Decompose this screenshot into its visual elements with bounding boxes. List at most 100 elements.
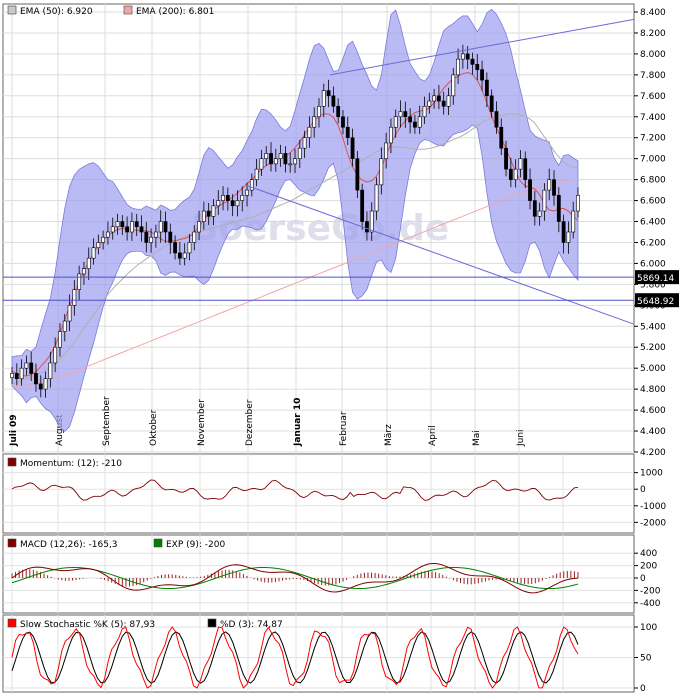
y-tick-label: 6.400 bbox=[640, 218, 666, 228]
candle bbox=[269, 153, 273, 165]
candle bbox=[374, 184, 379, 212]
legend-swatch bbox=[207, 618, 217, 628]
legend-label: %D (3): 74,87 bbox=[220, 620, 283, 630]
x-tick-label: Mai bbox=[472, 430, 482, 446]
candle bbox=[417, 116, 422, 128]
candle bbox=[182, 252, 187, 259]
y-tick-label: -400 bbox=[640, 599, 661, 609]
candle bbox=[317, 105, 321, 118]
y-tick-label: 8.400 bbox=[640, 8, 666, 18]
y-tick-label: 7.200 bbox=[640, 134, 666, 144]
candle bbox=[48, 362, 53, 379]
trend-line-upper bbox=[329, 18, 635, 76]
y-tick-label: 6.200 bbox=[640, 238, 666, 248]
candle bbox=[484, 79, 489, 97]
candle bbox=[528, 179, 532, 201]
stochastic-d-line bbox=[11, 631, 579, 684]
candle bbox=[254, 168, 259, 180]
x-tick-label: Oktober bbox=[149, 409, 159, 446]
candle bbox=[369, 210, 374, 233]
candle bbox=[72, 289, 77, 306]
candle bbox=[552, 179, 556, 196]
ema200-line bbox=[11, 179, 579, 388]
y-tick-label: -200 bbox=[640, 586, 661, 596]
candle bbox=[321, 90, 326, 107]
candle bbox=[221, 195, 225, 201]
y-tick-label: 5.200 bbox=[640, 343, 666, 353]
candle bbox=[547, 179, 552, 191]
y-tick-label: 1000 bbox=[640, 469, 663, 479]
candle bbox=[393, 116, 398, 128]
candle bbox=[211, 205, 216, 217]
candle bbox=[523, 158, 528, 180]
x-tick-label: November bbox=[197, 399, 207, 446]
candle bbox=[153, 231, 158, 238]
candle bbox=[446, 95, 451, 107]
candle bbox=[34, 373, 38, 385]
legend-swatch bbox=[7, 5, 17, 15]
candle bbox=[537, 210, 542, 217]
candle bbox=[91, 247, 96, 259]
y-tick-label: 6.800 bbox=[640, 176, 666, 186]
candle bbox=[177, 252, 182, 259]
candle bbox=[115, 221, 120, 228]
candle bbox=[408, 116, 413, 123]
x-tick-label: Juni bbox=[516, 429, 526, 447]
y-tick-label: 5.000 bbox=[640, 364, 666, 374]
price-label-box bbox=[635, 270, 679, 285]
indicator-panel-frame bbox=[2, 453, 635, 534]
stochastic-k-line bbox=[11, 626, 579, 689]
candle bbox=[345, 126, 350, 139]
price-label: 5869.14 bbox=[637, 274, 674, 284]
candle bbox=[120, 221, 125, 228]
candle bbox=[197, 221, 201, 233]
candle bbox=[82, 268, 86, 275]
candle bbox=[29, 362, 34, 374]
candle bbox=[499, 126, 504, 149]
indicator-panel-frame bbox=[2, 614, 635, 693]
y-tick-label: 7.800 bbox=[640, 71, 666, 81]
candle bbox=[158, 221, 163, 233]
candle bbox=[192, 231, 197, 243]
candle bbox=[240, 195, 245, 201]
candle bbox=[297, 147, 302, 159]
legend-swatch bbox=[7, 538, 17, 548]
candle bbox=[230, 200, 235, 207]
candle bbox=[513, 168, 518, 180]
y-tick-label: 0 bbox=[640, 684, 646, 694]
candle bbox=[249, 179, 254, 191]
candle bbox=[350, 137, 355, 159]
candle bbox=[43, 378, 48, 390]
legend-swatch bbox=[123, 5, 133, 15]
candle bbox=[264, 153, 269, 159]
candle bbox=[168, 231, 173, 243]
candle bbox=[331, 95, 336, 107]
legend-label: EXP (9): -200 bbox=[166, 540, 225, 550]
momentum-line bbox=[11, 479, 579, 501]
candle bbox=[480, 69, 484, 81]
legend-label: EMA (50): 6.920 bbox=[20, 7, 93, 17]
ema50-line bbox=[11, 113, 578, 385]
legend-swatch bbox=[153, 538, 163, 548]
candle bbox=[504, 147, 508, 170]
candle bbox=[456, 58, 460, 76]
y-tick-label: 0 bbox=[640, 485, 646, 495]
y-tick-label: 8.200 bbox=[640, 29, 666, 39]
candle bbox=[10, 373, 14, 378]
y-tick-label: -2000 bbox=[640, 518, 666, 528]
candle bbox=[62, 320, 67, 332]
y-tick-label: 5.800 bbox=[640, 280, 666, 290]
candle bbox=[432, 95, 437, 102]
x-tick-label: März bbox=[384, 424, 394, 446]
y-tick-label: 4.600 bbox=[640, 406, 666, 416]
candle bbox=[508, 168, 513, 180]
candle bbox=[58, 331, 62, 348]
candle bbox=[130, 221, 134, 233]
legend-swatch bbox=[7, 457, 17, 467]
candle bbox=[460, 53, 465, 60]
candle bbox=[173, 242, 177, 254]
candle bbox=[403, 111, 408, 118]
candle bbox=[139, 226, 144, 233]
price-label-box bbox=[635, 293, 679, 308]
